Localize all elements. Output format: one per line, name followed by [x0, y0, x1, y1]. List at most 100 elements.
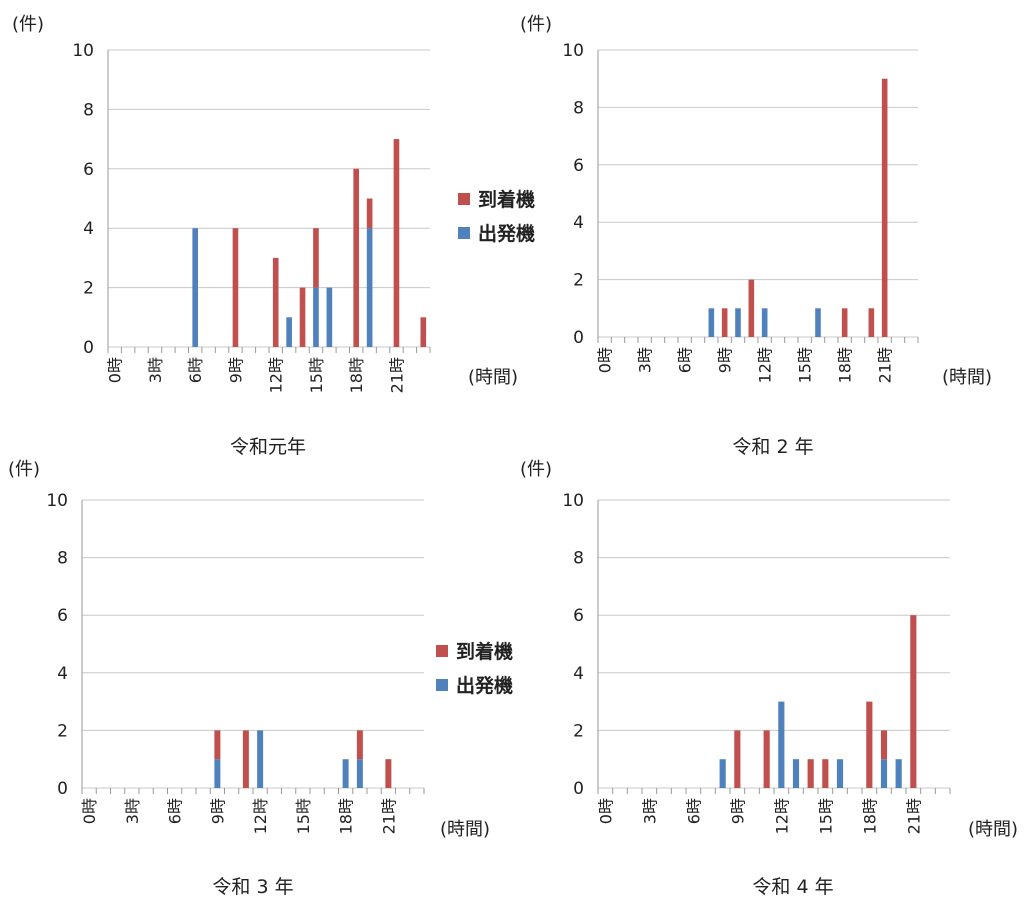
- y-tick-label: 6: [83, 160, 94, 180]
- x-unit-label: (時間): [942, 367, 992, 388]
- chart-title: 令和 4 年: [752, 876, 833, 898]
- bar-arrival: [393, 139, 400, 347]
- bar-arrival: [385, 759, 392, 788]
- bar-departure: [356, 759, 363, 788]
- x-tick-label: 12時: [772, 798, 791, 834]
- legend-label-departure: 出発機: [456, 674, 513, 697]
- bar-arrival: [880, 730, 888, 760]
- bar-arrival: [242, 730, 249, 788]
- bar-departure: [815, 308, 821, 337]
- bar-arrival: [868, 308, 875, 337]
- y-tick-label: 6: [573, 156, 584, 176]
- x-tick-label: 0時: [80, 798, 99, 824]
- bar-departure: [719, 759, 726, 788]
- x-unit-label: (時間): [968, 819, 1018, 840]
- x-tick-label: 0時: [596, 798, 615, 824]
- legend-label-arrival: 到着機: [478, 188, 535, 211]
- y-tick-label: 6: [57, 606, 68, 626]
- bar-arrival: [366, 198, 373, 229]
- y-tick-label: 4: [57, 664, 68, 684]
- bar-departure: [880, 759, 888, 788]
- bar-departure: [214, 759, 221, 788]
- bar-departure: [761, 308, 768, 337]
- y-tick-label: 2: [83, 279, 94, 299]
- legend-label-arrival: 到着機: [456, 640, 513, 663]
- bar-departure: [192, 228, 199, 347]
- bar-arrival: [734, 730, 741, 788]
- y-tick-label: 10: [562, 41, 584, 61]
- x-tick-label: 3時: [123, 798, 142, 824]
- x-tick-label: 21時: [876, 347, 895, 383]
- x-tick-label: 9時: [728, 798, 747, 824]
- y-tick-label: 8: [573, 549, 584, 569]
- bar-arrival: [910, 615, 917, 788]
- x-tick-label: 21時: [904, 798, 923, 834]
- bar-departure: [792, 759, 800, 788]
- bar-arrival: [822, 759, 829, 788]
- y-tick-label: 0: [573, 328, 584, 348]
- x-tick-label: 3時: [640, 798, 659, 824]
- x-tick-label: 6時: [676, 347, 695, 373]
- x-tick-label: 18時: [337, 798, 356, 834]
- bar-arrival: [866, 701, 873, 788]
- y-tick-label: 8: [57, 549, 68, 569]
- chart-1: 0 2 4 6 8 10 0時 3時 6時 9時 12時 15時 18時 21時 (件) (時間) 令和元年 到着…: [12, 14, 535, 458]
- legend-swatch-arrival: [436, 645, 448, 657]
- bar-arrival: [420, 317, 427, 347]
- x-tick-label: 21時: [379, 798, 398, 834]
- x-unit-label: (時間): [468, 367, 518, 388]
- y-tick-label: 8: [573, 98, 584, 118]
- bar-arrival: [299, 287, 306, 347]
- legend-swatch-departure: [436, 679, 448, 691]
- y-tick-label: 2: [573, 721, 584, 741]
- bar-arrival: [232, 228, 239, 347]
- y-tick-label: 10: [72, 41, 94, 61]
- x-tick-label: 9時: [208, 798, 227, 824]
- y-unit-label: (件): [8, 459, 40, 480]
- chart-title: 令和 2 年: [732, 436, 813, 458]
- bar-arrival: [881, 78, 888, 337]
- x-tick-label: 6時: [684, 798, 703, 824]
- x-tick-label: 6時: [166, 798, 185, 824]
- x-tick-label: 15時: [294, 798, 313, 834]
- chart-4: 0 2 4 6 8 10 0時 3時 6時 9時 12時 15時 18時 21時 (件) (時間) 令和 4 年: [520, 459, 1018, 898]
- x-tick-label: 12時: [251, 798, 270, 834]
- x-tick-label: 15時: [307, 357, 326, 393]
- x-tick-label: 9時: [226, 357, 245, 383]
- bar-departure: [257, 730, 264, 788]
- bar-departure: [342, 759, 349, 788]
- x-tick-label: 3時: [636, 347, 655, 373]
- x-tick-label: 0時: [596, 347, 615, 373]
- bar-arrival: [763, 730, 770, 788]
- y-tick-label: 0: [573, 779, 584, 799]
- y-unit-label: (件): [520, 14, 552, 35]
- bar-arrival: [353, 168, 360, 347]
- y-tick-label: 8: [83, 100, 94, 120]
- y-tick-label: 4: [83, 219, 94, 239]
- chart-title: 令和元年: [230, 436, 306, 458]
- bar-departure: [326, 287, 333, 347]
- y-tick-label: 10: [562, 491, 584, 511]
- bar-arrival: [807, 759, 814, 788]
- x-tick-label: 15時: [796, 347, 815, 383]
- legend-swatch-departure: [458, 227, 470, 239]
- bar-departure: [778, 701, 785, 788]
- bar-arrival: [272, 257, 279, 347]
- x-tick-label: 21時: [387, 357, 406, 393]
- bar-departure: [286, 317, 292, 347]
- x-unit-label: (時間): [440, 819, 490, 840]
- bar-arrival: [721, 308, 728, 337]
- bar-departure: [836, 759, 844, 788]
- x-tick-label: 0時: [106, 357, 125, 383]
- x-tick-label: 12時: [267, 357, 286, 393]
- bar-arrival: [214, 730, 221, 760]
- bar-arrival: [748, 279, 755, 337]
- y-unit-label: (件): [520, 459, 552, 480]
- y-tick-label: 4: [573, 213, 584, 233]
- chart-title: 令和 3 年: [212, 876, 293, 898]
- y-unit-label: (件): [12, 14, 44, 35]
- chart-2: 0 2 4 6 8 10 0時 3時 6時 9時 12時 15時 18時 21時 (件) (時間) 令和 2 年: [520, 14, 992, 458]
- legend-swatch-arrival: [458, 193, 470, 205]
